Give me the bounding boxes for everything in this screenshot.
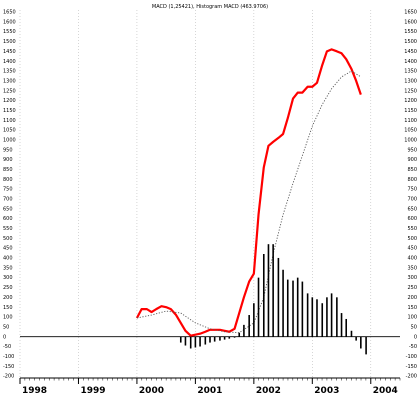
y-tick-label-right: -200 bbox=[406, 374, 417, 380]
y-tick-label-right: 900 bbox=[407, 157, 417, 163]
y-tick-label-left: 1550 bbox=[3, 29, 16, 35]
macd-line bbox=[135, 48, 362, 337]
x-tick-label: 2004 bbox=[373, 386, 398, 396]
y-tick-label-left: 0 bbox=[3, 334, 6, 340]
y-tick-label-left: 200 bbox=[3, 295, 13, 301]
y-tick-label-left: 1250 bbox=[3, 88, 16, 94]
y-tick-label-left: 1000 bbox=[3, 137, 16, 143]
y-tick-label-right: 850 bbox=[407, 167, 417, 173]
y-tick-label-left: 1600 bbox=[3, 19, 16, 25]
y-tick-label-right: 650 bbox=[407, 206, 417, 212]
y-tick-label-left: 500 bbox=[3, 236, 13, 242]
series-layer bbox=[135, 48, 367, 355]
y-tick-label-right: 600 bbox=[407, 216, 417, 222]
y-tick-label-right: 1650 bbox=[404, 10, 417, 16]
y-tick-label-right: -150 bbox=[406, 364, 417, 370]
y-tick-label-left: 650 bbox=[3, 206, 13, 212]
y-tick-label-right: 950 bbox=[407, 147, 417, 153]
x-tick-label: 1999 bbox=[80, 386, 105, 396]
y-tick-label-left: 1650 bbox=[3, 10, 16, 16]
y-tick-label-left: 1200 bbox=[3, 98, 16, 104]
y-tick-label-right: 1400 bbox=[404, 59, 417, 65]
y-tick-label-right: 550 bbox=[407, 226, 417, 232]
y-tick-label-left: 400 bbox=[3, 256, 13, 262]
y-tick-label-left: 600 bbox=[3, 216, 13, 222]
y-tick-label-left: -100 bbox=[3, 354, 14, 360]
chart-title: MACD (1,25421), Histogram MACD (463.9706… bbox=[152, 4, 268, 10]
y-tick-label-left: 750 bbox=[3, 187, 13, 193]
y-tick-label-right: 700 bbox=[407, 197, 417, 203]
y-tick-label-left: 1100 bbox=[3, 118, 16, 124]
x-tick-label: 2003 bbox=[314, 386, 339, 396]
y-tick-label-left: 700 bbox=[3, 197, 13, 203]
y-tick-label-left: 1350 bbox=[3, 69, 16, 75]
y-tick-label-right: -50 bbox=[409, 344, 417, 350]
y-tick-label-left: 250 bbox=[3, 285, 13, 291]
y-tick-label-left: 1450 bbox=[3, 49, 16, 55]
y-tick-label-right: 1000 bbox=[404, 137, 417, 143]
x-tick-label: 1998 bbox=[22, 386, 47, 396]
x-tick-label: 2000 bbox=[139, 386, 164, 396]
y-tick-label-right: 350 bbox=[407, 265, 417, 271]
y-tick-label-right: 450 bbox=[407, 246, 417, 252]
y-tick-label-left: 550 bbox=[3, 226, 13, 232]
y-tick-label-right: 1300 bbox=[404, 78, 417, 84]
y-tick-label-left: 300 bbox=[3, 275, 13, 281]
y-tick-label-left: 50 bbox=[3, 324, 9, 330]
y-tick-label-left: -50 bbox=[3, 344, 11, 350]
y-tick-label-right: 1150 bbox=[404, 108, 417, 114]
y-tick-label-left: 900 bbox=[3, 157, 13, 163]
y-tick-label-right: 1350 bbox=[404, 69, 417, 75]
y-tick-label-right: 0 bbox=[414, 334, 417, 340]
y-tick-label-right: 1500 bbox=[404, 39, 417, 45]
y-tick-label-left: -150 bbox=[3, 364, 14, 370]
y-tick-label-left: 1400 bbox=[3, 59, 16, 65]
y-tick-label-right: 1600 bbox=[404, 19, 417, 25]
y-tick-label-right: 250 bbox=[407, 285, 417, 291]
y-tick-label-right: 1550 bbox=[404, 29, 417, 35]
y-tick-label-right: 200 bbox=[407, 295, 417, 301]
x-tick-label: 2002 bbox=[256, 386, 281, 396]
y-tick-label-right: 500 bbox=[407, 236, 417, 242]
y-tick-label-right: -100 bbox=[406, 354, 417, 360]
y-tick-label-right: 50 bbox=[411, 324, 417, 330]
signal-line bbox=[136, 70, 362, 334]
y-tick-label-left: 1150 bbox=[3, 108, 16, 114]
y-tick-label-right: 800 bbox=[407, 177, 417, 183]
y-tick-label-left: 100 bbox=[3, 315, 13, 321]
y-tick-label-left: 1500 bbox=[3, 39, 16, 45]
y-tick-label-right: 300 bbox=[407, 275, 417, 281]
y-tick-label-right: 1050 bbox=[404, 128, 417, 134]
y-tick-label-left: 800 bbox=[3, 177, 13, 183]
y-tick-label-right: 750 bbox=[407, 187, 417, 193]
y-tick-label-right: 150 bbox=[407, 305, 417, 311]
y-tick-label-right: 400 bbox=[407, 256, 417, 262]
y-tick-label-left: 950 bbox=[3, 147, 13, 153]
y-tick-label-right: 1100 bbox=[404, 118, 417, 124]
y-tick-label-left: 1050 bbox=[3, 128, 16, 134]
y-tick-label-left: 350 bbox=[3, 265, 13, 271]
y-tick-label-left: 450 bbox=[3, 246, 13, 252]
y-tick-label-right: 100 bbox=[407, 315, 417, 321]
x-tick-label: 2001 bbox=[197, 386, 222, 396]
y-tick-label-right: 1200 bbox=[404, 98, 417, 104]
y-tick-label-left: 150 bbox=[3, 305, 13, 311]
y-tick-label-left: 850 bbox=[3, 167, 13, 173]
y-tick-label-left: -200 bbox=[3, 374, 14, 380]
y-tick-label-right: 1450 bbox=[404, 49, 417, 55]
y-tick-label-right: 1250 bbox=[404, 88, 417, 94]
y-tick-label-left: 1300 bbox=[3, 78, 16, 84]
